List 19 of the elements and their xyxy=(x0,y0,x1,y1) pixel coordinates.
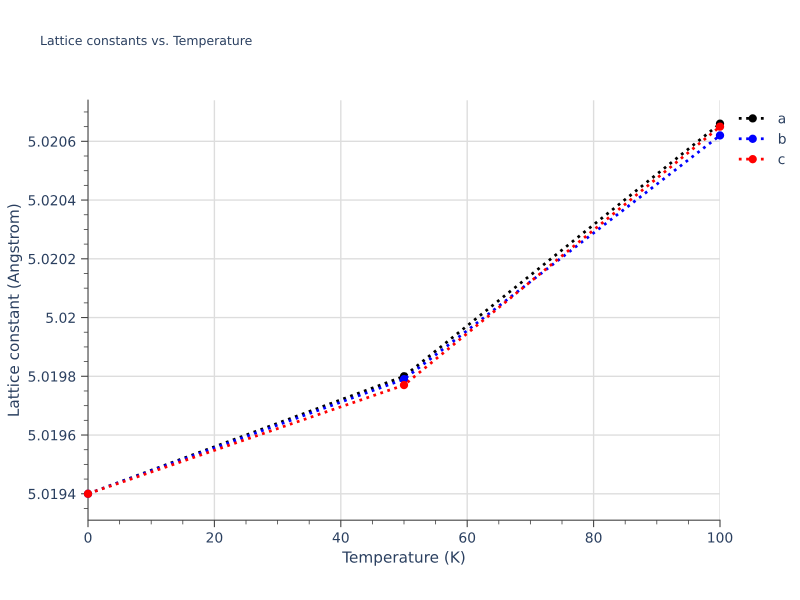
y-tick-label: 5.0204 xyxy=(28,195,76,206)
x-tick-label: 20 xyxy=(206,532,222,543)
x-tick-label: 100 xyxy=(708,532,732,543)
y-tick-label: 5.0194 xyxy=(28,488,76,500)
x-tick-label: 40 xyxy=(332,532,349,543)
y-tick-label: 5.02 xyxy=(46,312,75,324)
x-axis-title: Temperature (K) xyxy=(342,551,464,566)
chart-title: Lattice constants vs. Temperature xyxy=(41,36,252,48)
y-tick-label: 5.0206 xyxy=(28,136,76,147)
y-tick-label: 5.0198 xyxy=(28,371,76,382)
legend-label: a xyxy=(778,115,785,124)
legend-label: b xyxy=(778,133,786,144)
x-tick-label: 80 xyxy=(586,532,602,543)
x-tick-label: 0 xyxy=(84,532,92,543)
y-tick-label: 5.0202 xyxy=(28,254,75,264)
y-tick-label: 5.0196 xyxy=(28,430,76,440)
y-axis-title: Lattice constant (Angstrom) xyxy=(7,204,22,416)
legend-label: c xyxy=(778,156,784,164)
x-tick-label: 60 xyxy=(459,532,476,543)
